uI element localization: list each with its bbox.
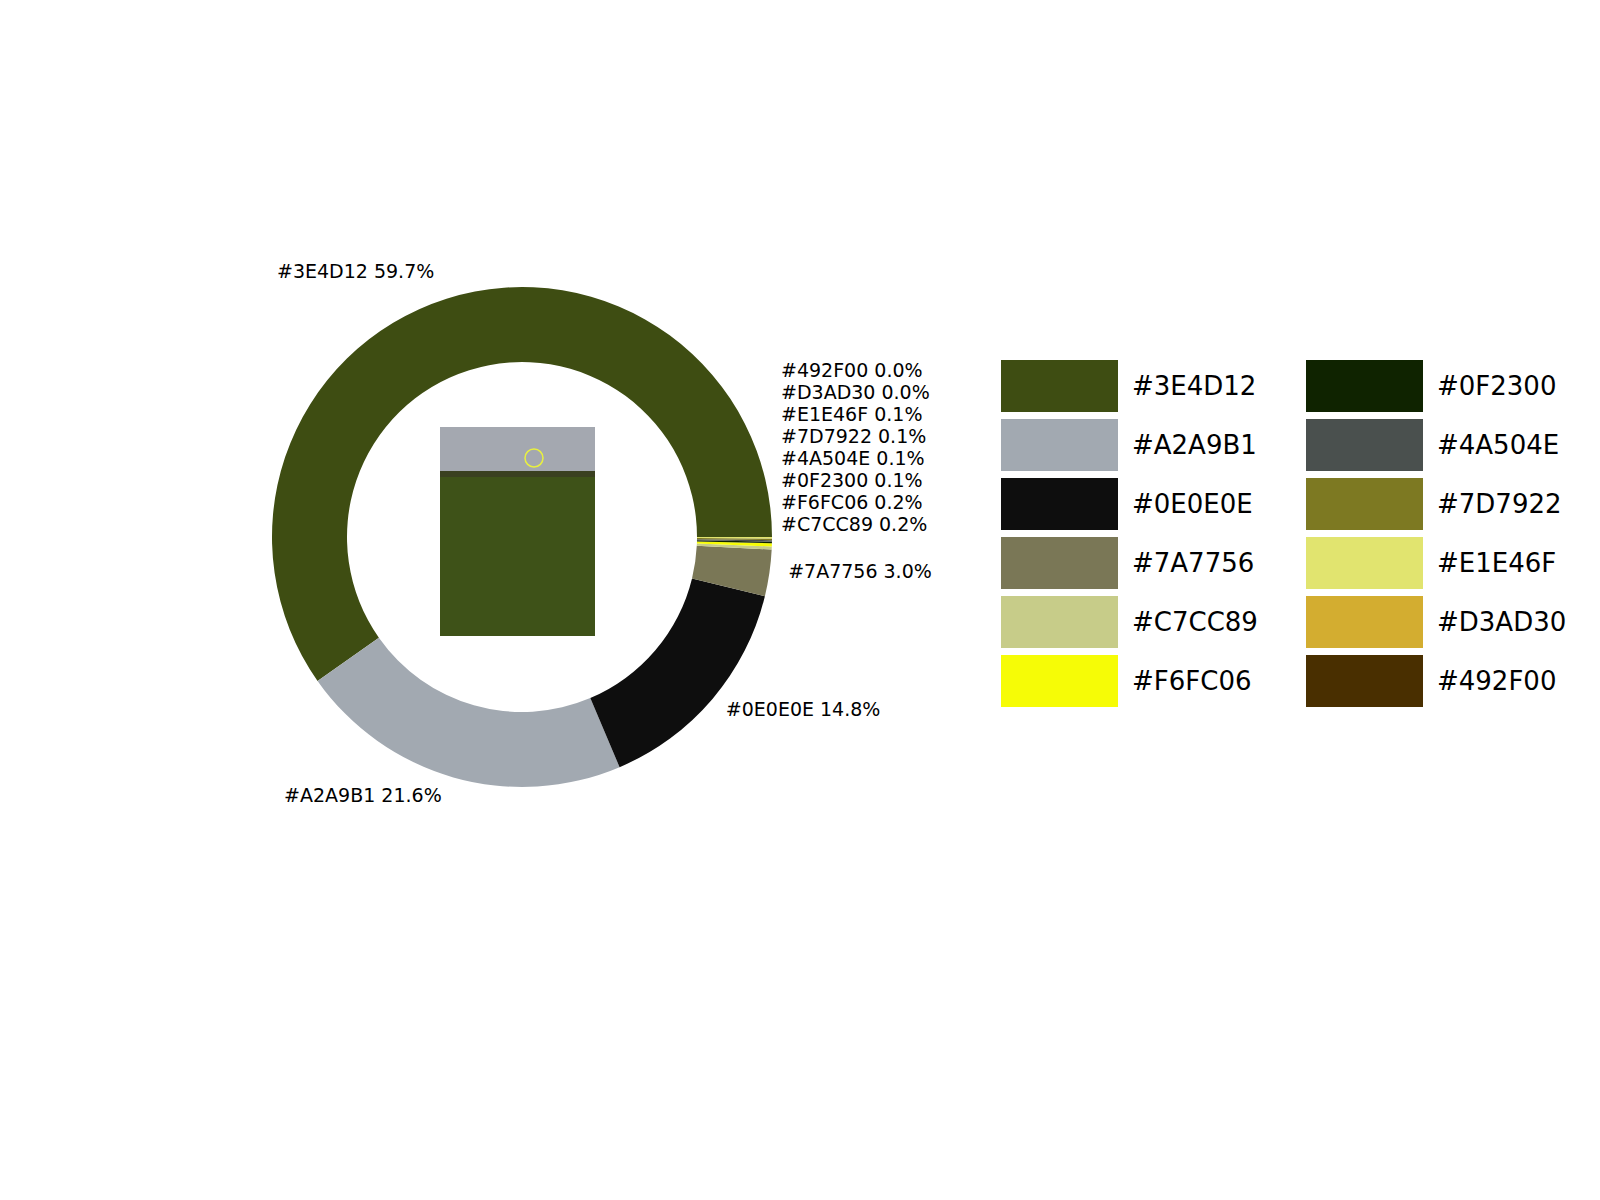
html-text:#C7CC89: #C7CC89 xyxy=(1132,607,1258,637)
html-text:#F6FC06: #F6FC06 xyxy=(1132,666,1252,696)
svg-text:#D3AD30 0.0%: #D3AD30 0.0% xyxy=(781,381,930,403)
svg-text:#E1E46F 0.1%: #E1E46F 0.1% xyxy=(781,403,922,425)
svg-text:#7D7922 0.1%: #7D7922 0.1% xyxy=(781,425,926,447)
svg-text:#F6FC06 0.2%: #F6FC06 0.2% xyxy=(781,491,923,513)
html-text:#0F2300: #0F2300 xyxy=(1437,371,1557,401)
html-text:#3E4D12: #3E4D12 xyxy=(1132,371,1257,401)
svg-text:#492F00 0.0%: #492F00 0.0% xyxy=(781,359,923,381)
html-text:#4A504E: #4A504E xyxy=(1437,430,1560,460)
svg-text:#C7CC89 0.2%: #C7CC89 0.2% xyxy=(781,513,927,535)
html-text:#0E0E0E: #0E0E0E xyxy=(1132,489,1253,519)
html-text:#492F00: #492F00 xyxy=(1437,666,1557,696)
svg-text:#0E0E0E 14.8%: #0E0E0E 14.8% xyxy=(726,698,881,720)
svg-text:#4A504E 0.1%: #4A504E 0.1% xyxy=(781,447,925,469)
html-text:#A2A9B1: #A2A9B1 xyxy=(1132,430,1257,460)
html-text:#7D7922: #7D7922 xyxy=(1437,489,1562,519)
svg-text:#A2A9B1 21.6%: #A2A9B1 21.6% xyxy=(284,784,442,806)
html-text:#7A7756: #7A7756 xyxy=(1132,548,1255,578)
html-text:#E1E46F: #E1E46F xyxy=(1437,548,1557,578)
svg-text:#7A7756 3.0%: #7A7756 3.0% xyxy=(788,560,932,582)
svg-text:#0F2300 0.1%: #0F2300 0.1% xyxy=(781,469,923,491)
svg-text:#3E4D12 59.7%: #3E4D12 59.7% xyxy=(277,260,434,282)
html-text:#D3AD30: #D3AD30 xyxy=(1437,607,1567,637)
